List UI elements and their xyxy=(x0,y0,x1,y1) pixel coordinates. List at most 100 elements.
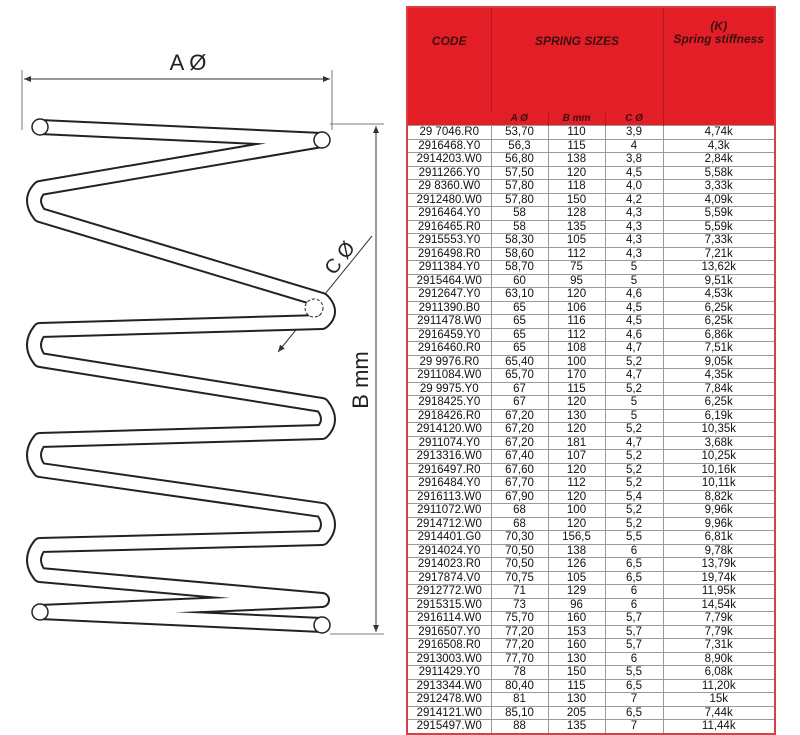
cell-code: 2913344.W0 xyxy=(406,678,492,693)
cell-b: 150 xyxy=(547,665,606,680)
table-row: 2912478.W0 81 130 7 15k xyxy=(406,692,776,707)
cell-a: 67,20 xyxy=(490,422,549,437)
table-row: 2914121.W0 85,10 205 6,5 7,44k xyxy=(406,705,776,720)
cell-c: 4,7 xyxy=(604,368,664,383)
cell-b: 115 xyxy=(547,138,606,153)
cell-code: 2916464.Y0 xyxy=(406,206,492,221)
cell-a: 56,3 xyxy=(490,138,549,153)
table-row: 2914203.W0 56,80 138 3,8 2,84k xyxy=(406,152,776,167)
cell-code: 2916459.Y0 xyxy=(406,327,492,342)
cell-c: 5 xyxy=(604,273,664,288)
cell-b: 105 xyxy=(547,570,606,585)
cell-stiffness: 7,44k xyxy=(662,705,776,720)
cell-stiffness: 7,33k xyxy=(662,233,776,248)
cell-code: 2914401.G0 xyxy=(406,530,492,545)
cell-a: 67,90 xyxy=(490,489,549,504)
cell-code: 2911084.W0 xyxy=(406,368,492,383)
cell-code: 29 9976.R0 xyxy=(406,354,492,369)
table-row: 29 8360.W0 57,80 118 4,0 3,33k xyxy=(406,179,776,194)
cell-a: 65,70 xyxy=(490,368,549,383)
cell-stiffness: 9,05k xyxy=(662,354,776,369)
cell-code: 2911072.W0 xyxy=(406,503,492,518)
label-b: B mm xyxy=(348,351,373,408)
table-row: 2915464.W0 60 95 5 9,51k xyxy=(406,273,776,288)
table-row: 2911384.Y0 58,70 75 5 13,62k xyxy=(406,260,776,275)
cell-stiffness: 8,90k xyxy=(662,651,776,666)
cell-code: 2913003.W0 xyxy=(406,651,492,666)
cell-c: 5,4 xyxy=(604,489,664,504)
table-row: 29 9976.R0 65,40 100 5,2 9,05k xyxy=(406,354,776,369)
cell-code: 2911390.B0 xyxy=(406,300,492,315)
table-row: 2913003.W0 77,70 130 6 8,90k xyxy=(406,651,776,666)
header-spring-sizes: SPRING SIZES xyxy=(490,7,663,112)
wire-section xyxy=(31,603,49,621)
cell-code: 2911074.Y0 xyxy=(406,435,492,450)
cell-b: 135 xyxy=(547,719,606,734)
table-row: 2918426.R0 67,20 130 5 6,19k xyxy=(406,408,776,423)
cell-c: 6,5 xyxy=(604,570,664,585)
cell-a: 81 xyxy=(490,692,549,707)
table-row: 2911266.Y0 57,50 120 4,5 5,58k xyxy=(406,165,776,180)
cell-c: 5 xyxy=(604,260,664,275)
cell-b: 150 xyxy=(547,192,606,207)
wire-section xyxy=(31,118,49,136)
cell-code: 2911266.Y0 xyxy=(406,165,492,180)
cell-b: 120 xyxy=(547,395,606,410)
cell-c: 6,5 xyxy=(604,557,664,572)
table-row: 2916464.Y0 58 128 4,3 5,59k xyxy=(406,206,776,221)
cell-a: 65 xyxy=(490,341,549,356)
cell-a: 68 xyxy=(490,503,549,518)
cell-c: 5,2 xyxy=(604,381,664,396)
cell-a: 58,60 xyxy=(490,246,549,261)
cell-stiffness: 10,11k xyxy=(662,476,776,491)
cell-stiffness: 6,25k xyxy=(662,395,776,410)
cell-c: 4,6 xyxy=(604,287,664,302)
label-c: C Ø xyxy=(321,238,360,280)
cell-stiffness: 15k xyxy=(662,692,776,707)
cell-b: 115 xyxy=(547,678,606,693)
cell-b: 130 xyxy=(547,408,606,423)
cell-code: 2912772.W0 xyxy=(406,584,492,599)
cell-b: 112 xyxy=(547,246,606,261)
cell-b: 156,5 xyxy=(547,530,606,545)
cell-a: 60 xyxy=(490,273,549,288)
cell-code: 2916468.Y0 xyxy=(406,138,492,153)
cell-b: 112 xyxy=(547,476,606,491)
cell-b: 126 xyxy=(547,557,606,572)
cell-code: 2914712.W0 xyxy=(406,516,492,531)
cell-c: 4 xyxy=(604,138,664,153)
cell-code: 2911384.Y0 xyxy=(406,260,492,275)
cell-code: 2918425.Y0 xyxy=(406,395,492,410)
table-row: 2915497.W0 88 135 7 11,44k xyxy=(406,719,776,734)
cell-a: 77,20 xyxy=(490,624,549,639)
cell-a: 58,70 xyxy=(490,260,549,275)
cell-stiffness: 9,96k xyxy=(662,503,776,518)
cell-stiffness: 6,25k xyxy=(662,314,776,329)
cell-stiffness: 11,20k xyxy=(662,678,776,693)
cell-b: 100 xyxy=(547,354,606,369)
table-row: 2911074.Y0 67,20 181 4,7 3,68k xyxy=(406,435,776,450)
cell-stiffness: 14,54k xyxy=(662,597,776,612)
cell-stiffness: 10,35k xyxy=(662,422,776,437)
wire-section-c xyxy=(304,298,324,318)
cell-c: 4,2 xyxy=(604,192,664,207)
cell-stiffness: 4,53k xyxy=(662,287,776,302)
table-row: 2913316.W0 67,40 107 5,2 10,25k xyxy=(406,449,776,464)
cell-b: 138 xyxy=(547,543,606,558)
cell-code: 29 9975.Y0 xyxy=(406,381,492,396)
cell-c: 3,8 xyxy=(604,152,664,167)
cell-stiffness: 6,08k xyxy=(662,665,776,680)
cell-a: 70,75 xyxy=(490,570,549,585)
cell-code: 2916497.R0 xyxy=(406,462,492,477)
cell-a: 88 xyxy=(490,719,549,734)
cell-c: 4,7 xyxy=(604,341,664,356)
wire-section xyxy=(313,616,331,634)
cell-c: 5 xyxy=(604,408,664,423)
table-row: 2916113.W0 67,90 120 5,4 8,82k xyxy=(406,489,776,504)
table-row: 2914120.W0 67,20 120 5,2 10,35k xyxy=(406,422,776,437)
cell-c: 5,2 xyxy=(604,449,664,464)
cell-b: 108 xyxy=(547,341,606,356)
cell-stiffness: 6,81k xyxy=(662,530,776,545)
cell-stiffness: 7,79k xyxy=(662,611,776,626)
wire-section xyxy=(313,131,331,149)
